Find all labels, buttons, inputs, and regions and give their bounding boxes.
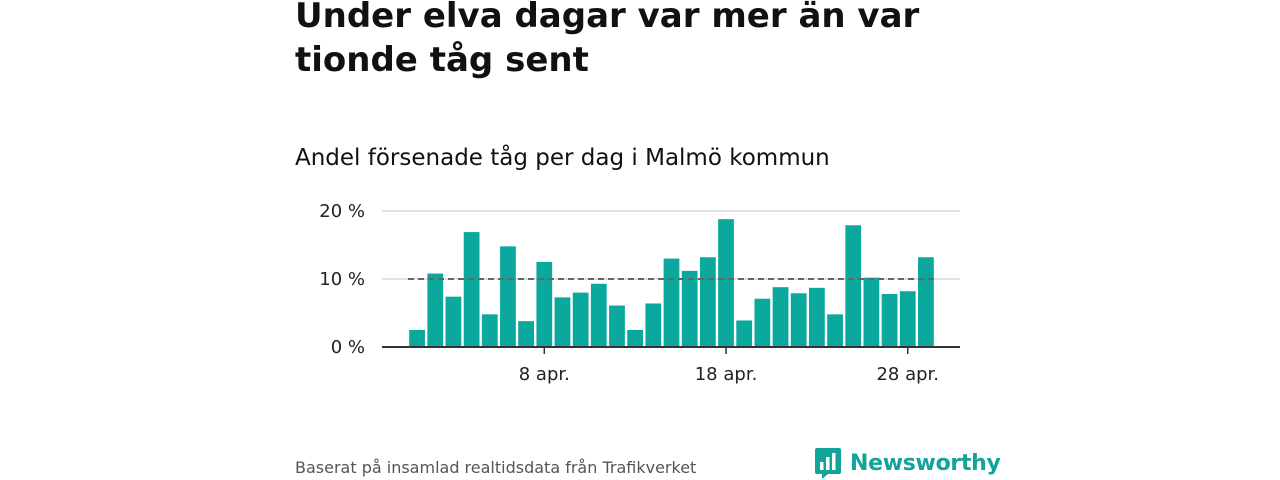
bar-day-4: [463, 232, 480, 347]
y-tick-label: 0 %: [331, 337, 365, 358]
bar-day-15: [663, 258, 680, 347]
bar-day-9: [554, 297, 571, 347]
bar-chart: 0 % 10 % 20 % 8 apr. 18 apr. 28 apr.: [319, 201, 960, 385]
bar-day-6: [500, 246, 516, 347]
bar-day-20: [754, 298, 771, 347]
brand-logo: Newsworthy: [814, 446, 1001, 480]
bar-day-18: [718, 219, 734, 347]
bar-day-5: [481, 314, 498, 347]
bar-day-21: [772, 287, 789, 347]
bar-day-10: [572, 292, 589, 347]
bar-day-23: [808, 287, 825, 347]
x-tick-label: 8 apr.: [519, 364, 570, 385]
bar-day-24: [827, 314, 843, 347]
bar-day-2: [427, 273, 444, 347]
bar-day-1: [409, 330, 425, 347]
bar-day-28: [899, 291, 916, 347]
bar-day-7: [518, 321, 534, 347]
y-tick-label: 10 %: [319, 269, 365, 290]
bar-day-12: [609, 305, 625, 347]
x-tick-label: 18 apr.: [695, 364, 758, 385]
bar-day-27: [881, 293, 898, 347]
bar-day-16: [681, 270, 698, 347]
newsworthy-logo-icon: [815, 448, 841, 479]
bar-day-25: [845, 225, 862, 347]
source-note: Baserat på insamlad realtidsdata från Tr…: [295, 458, 697, 477]
bar-day-11: [590, 283, 607, 347]
bar-day-14: [645, 303, 662, 347]
bar-day-13: [627, 330, 644, 347]
bar-day-22: [790, 293, 807, 347]
bar-day-19: [736, 320, 753, 347]
chart-subtitle: Andel försenade tåg per dag i Malmö komm…: [295, 145, 830, 171]
bar-day-17: [699, 257, 716, 347]
bar-day-29: [918, 257, 934, 347]
page-title: Under elva dagar var mer än var tionde t…: [295, 0, 920, 80]
y-tick-label: 20 %: [319, 201, 365, 222]
x-tick-label: 28 apr.: [876, 364, 939, 385]
brand-name: Newsworthy: [850, 450, 1001, 476]
bar-day-8: [536, 262, 553, 347]
chart-card: Under elva dagar var mer än var tionde t…: [295, 0, 1001, 480]
bar-day-3: [445, 296, 462, 347]
bar-day-26: [863, 277, 880, 347]
